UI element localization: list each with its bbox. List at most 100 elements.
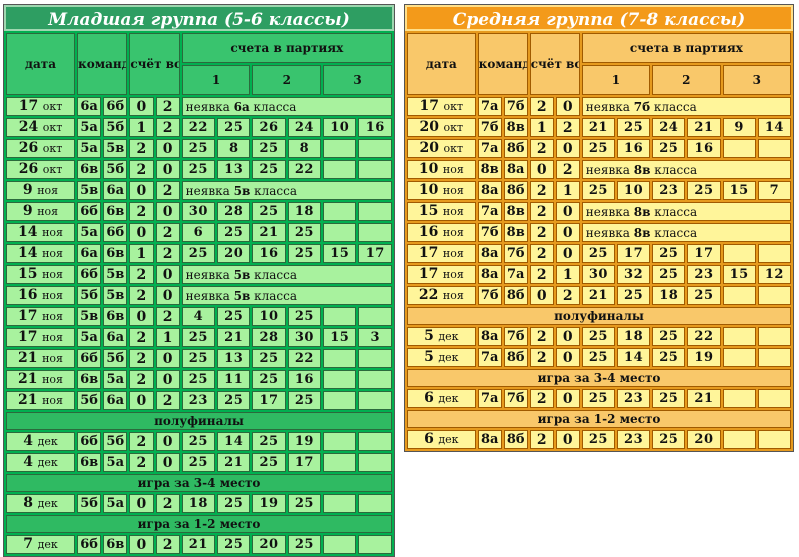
- set-1-home: 25: [581, 430, 615, 449]
- date-month: ноя: [442, 268, 464, 281]
- date-month: дек: [438, 433, 459, 446]
- team-away: 5в: [103, 286, 128, 305]
- team-home: 8а: [477, 327, 502, 346]
- set-1-away: 14: [616, 348, 651, 367]
- team-away: 5в: [103, 265, 128, 284]
- date-month: окт: [42, 121, 63, 134]
- team-away: 5а: [103, 453, 128, 472]
- header-set-2: 2: [252, 65, 322, 95]
- team-home: 5в: [77, 181, 102, 200]
- section-header: полуфиналы: [407, 307, 791, 325]
- set-1-home: 25: [181, 432, 216, 451]
- set-3-away: [757, 286, 791, 305]
- table-row: 17 ноя 8а 7б 2 0 25 17 25 17: [407, 244, 791, 263]
- set-1-home: 25: [181, 139, 216, 158]
- set-3-away: 14: [757, 118, 791, 137]
- date-day: 17: [418, 245, 439, 261]
- match-date: 26 окт: [6, 160, 76, 179]
- set-2-away: 24: [287, 118, 322, 137]
- table-row: 10 ноя 8а 8б 2 1 25 10 23 25 15 7: [407, 181, 791, 200]
- team-away: 5б: [103, 432, 128, 451]
- forfeit-team: 5в: [233, 183, 251, 198]
- set-2-home: 20: [252, 535, 286, 554]
- table-row: 16 ноя 5б 5в 2 0 неявка 5в класса: [6, 286, 392, 305]
- set-3-home: 10: [323, 118, 357, 137]
- set-1-home: 25: [581, 348, 615, 367]
- set-3-home: [323, 139, 357, 158]
- team-home: 5в: [77, 307, 102, 326]
- set-3-home: [722, 430, 756, 449]
- match-date: 17 ноя: [6, 307, 76, 326]
- set-1-home: 25: [581, 327, 615, 346]
- match-date: 14 ноя: [6, 244, 76, 263]
- set-3-away: [358, 535, 392, 554]
- score-home: 2: [529, 430, 554, 449]
- date-day: 17: [18, 98, 39, 114]
- junior-group-title: Младшая группа (5-6 классы): [4, 5, 394, 31]
- team-home: 5б: [77, 494, 102, 513]
- match-date: 10 ноя: [407, 181, 476, 200]
- team-away: 6а: [103, 328, 128, 347]
- middle-group-panel: Средняя группа (7-8 классы) датакомандыс…: [404, 4, 794, 452]
- score-home: 1: [529, 118, 554, 137]
- forfeit-tail: класса: [653, 99, 697, 114]
- score-home: 0: [129, 391, 154, 410]
- table-row: 20 окт 7а 8б 2 0 25 16 25 16: [407, 139, 791, 158]
- score-away: 2: [155, 494, 180, 513]
- date-day: 16: [18, 287, 38, 303]
- set-1-home: 22: [181, 118, 216, 137]
- forfeit-team: 8в: [633, 204, 651, 219]
- set-2-home: 21: [252, 223, 286, 242]
- score-home: 0: [129, 535, 154, 554]
- match-date: 14 ноя: [6, 223, 76, 242]
- team-away: 6в: [103, 244, 128, 263]
- score-away: 2: [155, 118, 180, 137]
- junior-group-panel: Младшая группа (5-6 классы) датакомандыс…: [3, 4, 395, 557]
- set-3-away: [358, 494, 392, 513]
- set-1-home: 25: [181, 370, 216, 389]
- team-home: 5б: [77, 391, 102, 410]
- team-home: 5а: [77, 139, 102, 158]
- set-2-away: 22: [687, 327, 721, 346]
- junior-results-table: датакомандысчёт встречисчета в партиях12…: [4, 31, 394, 556]
- set-2-away: 21: [687, 389, 721, 408]
- set-3-away: [358, 223, 392, 242]
- set-2-home: 24: [652, 118, 686, 137]
- date-month: ноя: [42, 268, 63, 281]
- team-away: 5б: [103, 349, 128, 368]
- set-3-away: [358, 370, 392, 389]
- date-day: 5: [424, 328, 434, 344]
- score-home: 2: [529, 181, 554, 200]
- set-1-away: 13: [217, 349, 251, 368]
- set-2-home: 10: [252, 307, 286, 326]
- team-home: 7б: [477, 118, 502, 137]
- set-2-away: 19: [687, 348, 721, 367]
- set-1-home: 25: [181, 160, 216, 179]
- match-date: 4 дек: [6, 432, 76, 451]
- set-3-home: [722, 389, 756, 408]
- team-home: 5а: [77, 223, 102, 242]
- score-away: 0: [555, 223, 580, 242]
- score-home: 2: [129, 265, 154, 284]
- date-day: 21: [18, 350, 38, 366]
- match-date: 5 дек: [407, 348, 476, 367]
- section-header: полуфиналы: [6, 412, 392, 430]
- date-day: 22: [418, 287, 439, 303]
- forfeit-tail: класса: [254, 183, 297, 198]
- forfeit-tail: класса: [254, 288, 297, 303]
- date-month: ноя: [42, 310, 63, 323]
- set-2-away: 22: [287, 160, 322, 179]
- set-1-away: 17: [616, 244, 651, 263]
- date-month: ноя: [442, 184, 464, 197]
- table-row: 26 окт 6в 5б 2 0 25 13 25 22: [6, 160, 392, 179]
- score-away: 0: [555, 202, 580, 221]
- section-header: игра за 3-4 место: [6, 474, 392, 492]
- team-away: 8б: [503, 348, 528, 367]
- date-day: 24: [18, 119, 39, 135]
- table-row: 24 окт 5а 5б 1 2 22 25 26 24 10 16: [6, 118, 392, 137]
- team-away: 6в: [103, 202, 128, 221]
- score-away: 2: [155, 391, 180, 410]
- set-3-home: [323, 535, 357, 554]
- score-away: 2: [555, 286, 580, 305]
- header-date: дата: [407, 33, 476, 95]
